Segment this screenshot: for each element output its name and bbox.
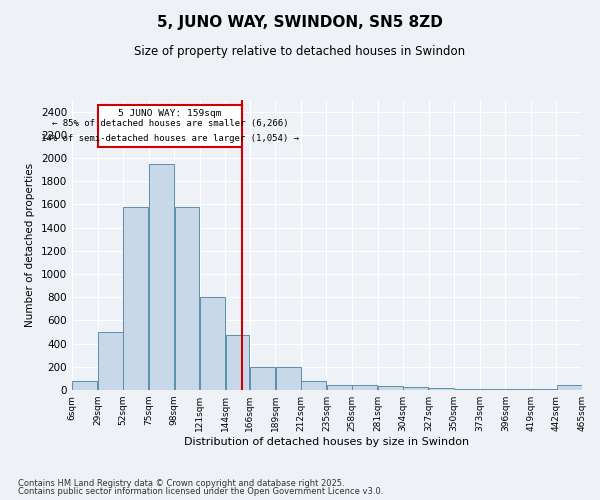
Text: Size of property relative to detached houses in Swindon: Size of property relative to detached ho…: [134, 45, 466, 58]
Text: 5, JUNO WAY, SWINDON, SN5 8ZD: 5, JUNO WAY, SWINDON, SN5 8ZD: [157, 15, 443, 30]
Y-axis label: Number of detached properties: Number of detached properties: [25, 163, 35, 327]
Bar: [124, 206, 148, 390]
Text: 5 JUNO WAY: 159sqm: 5 JUNO WAY: 159sqm: [118, 110, 221, 118]
Bar: [226, 336, 250, 390]
Bar: [200, 297, 225, 390]
Bar: [149, 164, 174, 390]
Bar: [352, 386, 377, 390]
Text: 14% of semi-detached houses are larger (1,054) →: 14% of semi-detached houses are larger (…: [41, 134, 299, 143]
Bar: [301, 382, 326, 390]
Bar: [175, 206, 199, 390]
X-axis label: Distribution of detached houses by size in Swindon: Distribution of detached houses by size …: [184, 437, 470, 447]
Bar: [327, 385, 352, 390]
Bar: [480, 389, 505, 390]
Bar: [98, 332, 123, 390]
Text: Contains public sector information licensed under the Open Government Licence v3: Contains public sector information licen…: [18, 487, 383, 496]
Bar: [73, 382, 97, 390]
Bar: [276, 368, 301, 390]
Bar: [455, 389, 479, 390]
Bar: [429, 388, 454, 390]
Text: Contains HM Land Registry data © Crown copyright and database right 2025.: Contains HM Land Registry data © Crown c…: [18, 478, 344, 488]
Bar: [403, 387, 428, 390]
Bar: [378, 386, 403, 390]
Bar: [557, 386, 581, 390]
Text: ← 85% of detached houses are smaller (6,266): ← 85% of detached houses are smaller (6,…: [52, 119, 288, 128]
Bar: [98, 104, 242, 147]
Bar: [250, 368, 275, 390]
